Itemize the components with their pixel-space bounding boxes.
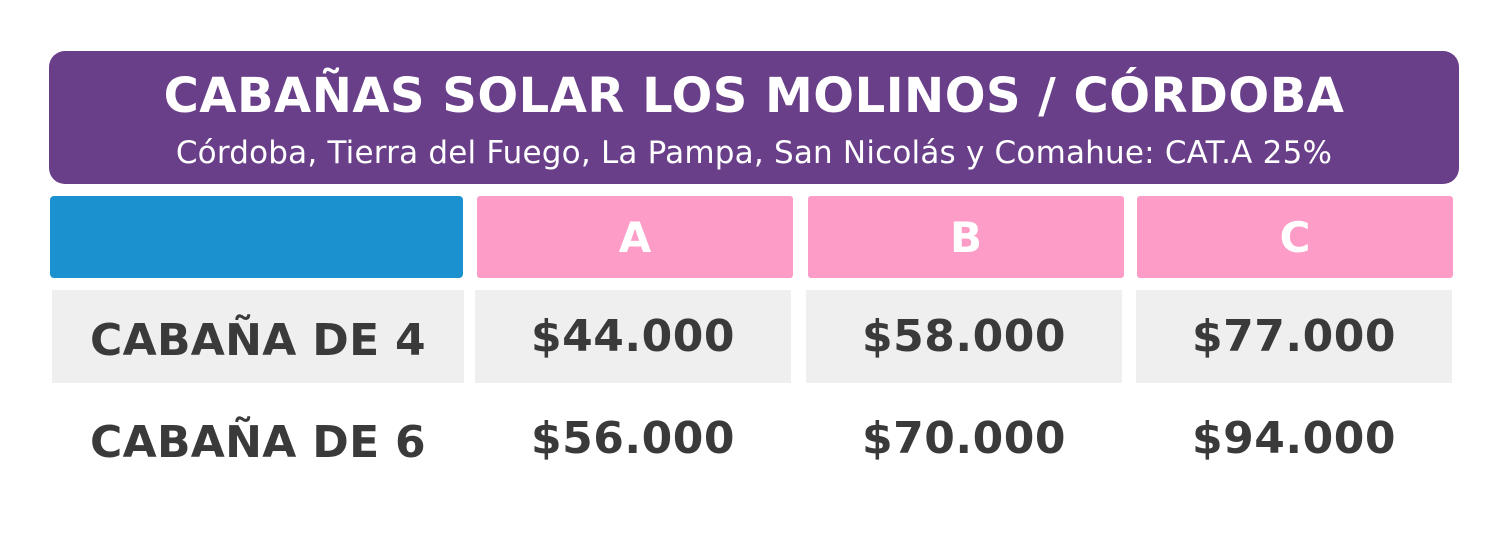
price-cabana-4-a: $44.000: [475, 290, 791, 383]
price-cabana-6-a: $56.000: [531, 413, 735, 464]
price-cabana-6-b: $70.000: [862, 413, 1066, 464]
row-label-cabana-6: CABAÑA DE 6: [90, 417, 426, 468]
price-cabana-4-c: $77.000: [1136, 290, 1452, 383]
page-title: CABAÑAS SOLAR LOS MOLINOS / CÓRDOBA: [163, 68, 1345, 124]
header-category-c: C: [1137, 196, 1453, 278]
header-blank-cell: [50, 196, 463, 278]
title-banner: CABAÑAS SOLAR LOS MOLINOS / CÓRDOBA Córd…: [49, 51, 1459, 184]
price-cabana-6-c: $94.000: [1192, 413, 1396, 464]
page-subtitle: Córdoba, Tierra del Fuego, La Pampa, San…: [175, 135, 1333, 171]
price-cabana-4-b: $58.000: [806, 290, 1122, 383]
header-category-a: A: [477, 196, 793, 278]
header-category-b: B: [808, 196, 1124, 278]
row-label-cabana-4: CABAÑA DE 4: [52, 290, 464, 383]
